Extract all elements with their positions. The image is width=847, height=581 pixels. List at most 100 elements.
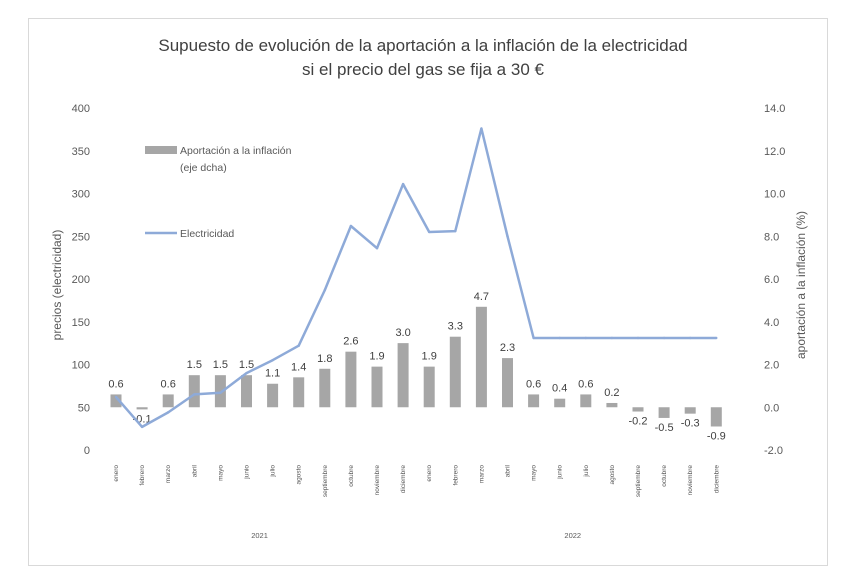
- bar: [528, 394, 540, 408]
- line-point: [297, 344, 300, 347]
- bar-data-label: -0.3: [681, 418, 700, 430]
- left-tick-label: 100: [72, 360, 90, 372]
- bar: [475, 306, 487, 408]
- bar: [110, 394, 122, 408]
- month-label: febrero: [139, 465, 146, 486]
- month-label: noviembre: [374, 465, 381, 496]
- bar: [345, 351, 357, 408]
- month-label: junio: [557, 465, 564, 480]
- right-axis-label: aportación a la inflación (%): [794, 211, 808, 359]
- line-point: [428, 230, 431, 234]
- month-label: agosto: [296, 465, 303, 485]
- line-point: [636, 336, 640, 340]
- bar-data-label: 1.4: [291, 361, 306, 373]
- line-point: [454, 229, 457, 233]
- line-point: [140, 425, 144, 429]
- bar: [371, 366, 383, 408]
- legend-bar-label-line1: Aportación a la inflación: [180, 145, 292, 157]
- bar-series: [110, 306, 722, 427]
- month-label: abril: [191, 464, 198, 477]
- month-label: noviembre: [687, 465, 694, 496]
- x-axis-year-labels: 2021 2022: [251, 531, 581, 540]
- month-label: julio: [583, 465, 590, 478]
- left-tick-label: 0: [84, 445, 90, 457]
- month-label: agosto: [609, 465, 616, 485]
- bar: [632, 407, 644, 412]
- bar-data-label: 1.8: [317, 353, 332, 365]
- electricity-line: [115, 127, 717, 429]
- right-tick-label: 8.0: [764, 231, 779, 243]
- bar-data-labels: 0.6-0.10.61.5 1.5 1.51.11.41.82.61.93.01.9…: [108, 291, 725, 443]
- right-tick-label: 14.0: [764, 103, 785, 115]
- bar: [267, 383, 279, 408]
- bar: [319, 368, 331, 408]
- bar: [580, 394, 592, 408]
- bar-data-label: 0.6: [161, 378, 176, 390]
- month-label: febrero: [452, 465, 459, 486]
- bar: [162, 394, 174, 408]
- left-tick-label: 200: [72, 274, 90, 286]
- line-point: [349, 224, 353, 228]
- right-tick-label: -2.0: [764, 445, 783, 457]
- month-label: enero: [426, 465, 433, 482]
- right-tick-label: 0.0: [764, 402, 779, 414]
- right-tick-label: 6.0: [764, 274, 779, 286]
- left-tick-label: 350: [72, 146, 90, 158]
- legend-line-label: Electricidad: [180, 228, 234, 240]
- chart-title-line1: Supuesto de evolución de la aportación a…: [158, 36, 687, 55]
- chart-frame: [28, 18, 828, 566]
- month-label: marzo: [478, 465, 485, 483]
- month-label: septiembre: [322, 465, 329, 498]
- year-label: 2021: [251, 531, 268, 540]
- line-point: [689, 336, 692, 340]
- legend: Aportación a la inflación (eje dcha) Ele…: [145, 145, 292, 240]
- month-label: julio: [270, 465, 277, 478]
- bar: [606, 402, 618, 408]
- bar: [241, 375, 252, 408]
- bar-data-label: 2.6: [343, 336, 358, 348]
- bar-data-label: 0.2: [604, 387, 619, 399]
- line-point: [558, 336, 561, 340]
- left-tick-label: 50: [78, 402, 90, 414]
- right-axis-ticks: -2.0 0.0 2.0 4.0 6.0 8.0 10.0 12.0 14.0: [764, 103, 785, 457]
- month-label: junio: [244, 465, 251, 480]
- line-point: [375, 247, 379, 250]
- right-tick-label: 10.0: [764, 189, 785, 201]
- month-label: enero: [113, 465, 120, 482]
- x-axis-month-labels: enero febrero marzo abril mayo junio julio agos…: [113, 464, 720, 497]
- bar-data-label: 2.3: [500, 342, 515, 354]
- month-label: mayo: [217, 465, 224, 481]
- bar-data-label: 0.4: [552, 383, 567, 395]
- bar-data-label: 4.7: [474, 291, 489, 303]
- bar-data-label: 1.5: [213, 359, 228, 371]
- line-point: [219, 391, 222, 394]
- line-point: [610, 336, 614, 340]
- year-label: 2022: [564, 531, 581, 540]
- month-label: octubre: [661, 465, 668, 487]
- line-point: [401, 182, 405, 186]
- line-point: [715, 336, 718, 340]
- month-label: diciembre: [400, 465, 407, 494]
- month-label: mayo: [531, 465, 538, 481]
- bar-data-label: 0.6: [578, 378, 593, 390]
- bar-data-label: 3.3: [448, 321, 463, 333]
- left-tick-label: 400: [72, 103, 90, 115]
- month-label: diciembre: [713, 465, 720, 494]
- legend-bar-label-line2: (eje dcha): [180, 162, 227, 174]
- bar: [658, 407, 670, 418]
- line-point: [662, 336, 666, 340]
- right-tick-label: 2.0: [764, 360, 779, 372]
- bar: [397, 343, 409, 408]
- left-tick-label: 250: [72, 231, 90, 243]
- bar-data-label: 1.5: [187, 359, 202, 371]
- line-point: [323, 288, 326, 292]
- right-tick-label: 12.0: [764, 146, 785, 158]
- bar: [449, 336, 461, 408]
- bar-data-label: 1.5: [239, 359, 254, 371]
- bar-data-label: 0.6: [108, 378, 123, 390]
- line-point: [506, 235, 509, 238]
- bar: [293, 377, 305, 408]
- left-axis-ticks: 0 50 100 150 200 250 300 350 400: [72, 103, 90, 457]
- bar-data-label: -0.2: [629, 416, 648, 428]
- left-tick-label: 300: [72, 189, 90, 201]
